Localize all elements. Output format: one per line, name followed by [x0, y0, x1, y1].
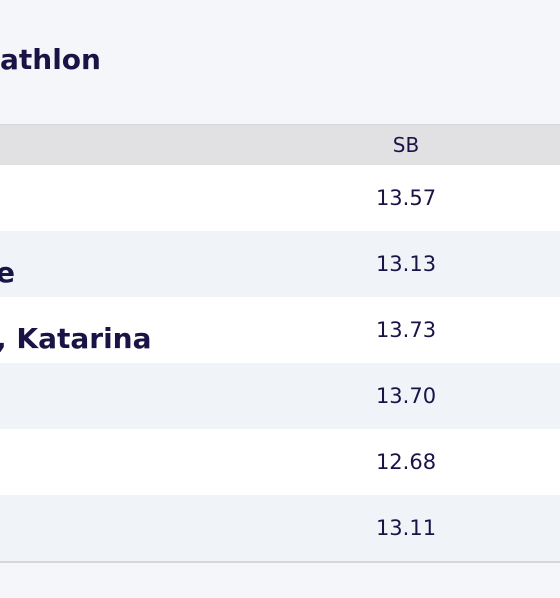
- season-best: 13.57: [375, 186, 437, 210]
- season-best: 13.70: [375, 384, 437, 408]
- athlete-name: , Katarina: [0, 322, 152, 355]
- athlete-name: e: [0, 256, 15, 289]
- season-best: 13.11: [375, 516, 437, 540]
- page-title: athlon: [0, 43, 101, 76]
- table-row[interactable]: e 13.13: [0, 231, 560, 297]
- season-best: 13.73: [375, 318, 437, 342]
- table-row[interactable]: 13.11: [0, 495, 560, 561]
- season-best: 13.13: [375, 252, 437, 276]
- table-row[interactable]: 13.57: [0, 165, 560, 231]
- table-header: SB: [0, 124, 560, 166]
- table-row[interactable]: 13.70: [0, 363, 560, 429]
- table-row[interactable]: , Katarina 13.73: [0, 297, 560, 363]
- season-best: 12.68: [375, 450, 437, 474]
- column-header[interactable]: SB: [392, 133, 420, 157]
- table-row[interactable]: 12.68: [0, 429, 560, 495]
- table-border: [0, 561, 560, 563]
